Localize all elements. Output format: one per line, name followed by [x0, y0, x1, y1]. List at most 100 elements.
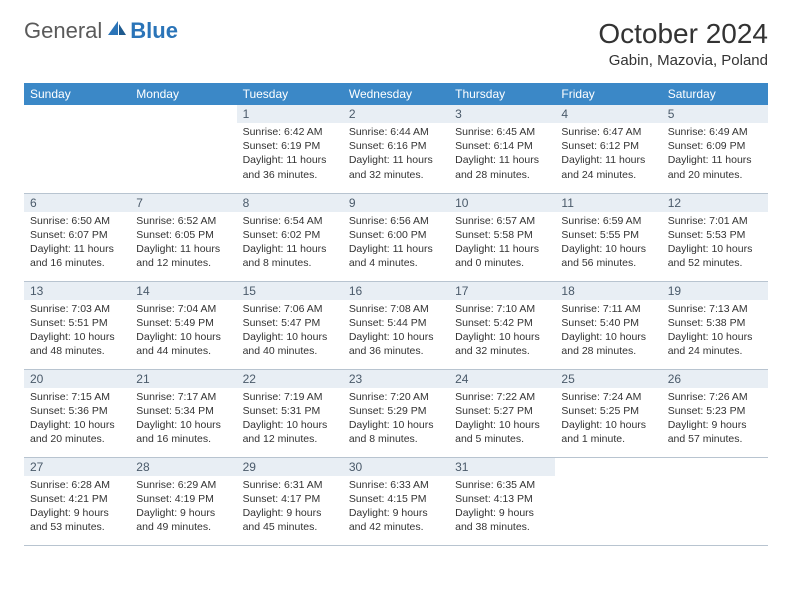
day-body: Sunrise: 6:42 AMSunset: 6:19 PMDaylight:…	[237, 123, 343, 186]
daylight-text: Daylight: 11 hours and 32 minutes.	[349, 153, 443, 181]
calendar-cell: 26Sunrise: 7:26 AMSunset: 5:23 PMDayligh…	[662, 369, 768, 457]
daylight-text: Daylight: 11 hours and 0 minutes.	[455, 242, 549, 270]
daylight-text: Daylight: 10 hours and 1 minute.	[561, 418, 655, 446]
sunrise-text: Sunrise: 6:28 AM	[30, 478, 124, 492]
sunrise-text: Sunrise: 7:20 AM	[349, 390, 443, 404]
sunset-text: Sunset: 5:55 PM	[561, 228, 655, 242]
sunrise-text: Sunrise: 7:04 AM	[136, 302, 230, 316]
day-header: Saturday	[662, 83, 768, 105]
day-number: 15	[237, 282, 343, 300]
calendar-cell: 29Sunrise: 6:31 AMSunset: 4:17 PMDayligh…	[237, 457, 343, 545]
sunset-text: Sunset: 6:00 PM	[349, 228, 443, 242]
daylight-text: Daylight: 10 hours and 40 minutes.	[243, 330, 337, 358]
sunrise-text: Sunrise: 6:42 AM	[243, 125, 337, 139]
daylight-text: Daylight: 10 hours and 16 minutes.	[136, 418, 230, 446]
calendar-week: 6Sunrise: 6:50 AMSunset: 6:07 PMDaylight…	[24, 193, 768, 281]
calendar-cell: 30Sunrise: 6:33 AMSunset: 4:15 PMDayligh…	[343, 457, 449, 545]
logo: General Blue	[24, 18, 178, 44]
sunset-text: Sunset: 6:02 PM	[243, 228, 337, 242]
calendar-cell: 4Sunrise: 6:47 AMSunset: 6:12 PMDaylight…	[555, 105, 661, 193]
calendar-cell	[130, 105, 236, 193]
daylight-text: Daylight: 10 hours and 44 minutes.	[136, 330, 230, 358]
daylight-text: Daylight: 9 hours and 42 minutes.	[349, 506, 443, 534]
sunrise-text: Sunrise: 7:11 AM	[561, 302, 655, 316]
logo-text-blue: Blue	[130, 18, 178, 44]
day-header: Wednesday	[343, 83, 449, 105]
daylight-text: Daylight: 10 hours and 24 minutes.	[668, 330, 762, 358]
day-number-empty	[24, 105, 130, 123]
sunset-text: Sunset: 6:12 PM	[561, 139, 655, 153]
day-body: Sunrise: 6:52 AMSunset: 6:05 PMDaylight:…	[130, 212, 236, 275]
day-number: 30	[343, 458, 449, 476]
daylight-text: Daylight: 10 hours and 32 minutes.	[455, 330, 549, 358]
sunset-text: Sunset: 6:16 PM	[349, 139, 443, 153]
calendar-cell: 18 Sunrise: 7:11 AMSunset: 5:40 PMDayligh…	[555, 281, 661, 369]
sunrise-text: Sunrise: 6:52 AM	[136, 214, 230, 228]
day-body: Sunrise: 6:31 AMSunset: 4:17 PMDaylight:…	[237, 476, 343, 539]
day-number: 5	[662, 105, 768, 123]
sunrise-text: Sunrise: 7:24 AM	[561, 390, 655, 404]
day-number: 18	[555, 282, 661, 300]
sunrise-text: Sunrise: 6:45 AM	[455, 125, 549, 139]
daylight-text: Daylight: 10 hours and 8 minutes.	[349, 418, 443, 446]
day-number: 22	[237, 370, 343, 388]
day-number: 7	[130, 194, 236, 212]
sunset-text: Sunset: 6:07 PM	[30, 228, 124, 242]
daylight-text: Daylight: 11 hours and 16 minutes.	[30, 242, 124, 270]
sunrise-text: Sunrise: 7:01 AM	[668, 214, 762, 228]
calendar-cell: 27Sunrise: 6:28 AMSunset: 4:21 PMDayligh…	[24, 457, 130, 545]
calendar-cell: 10Sunrise: 6:57 AMSunset: 5:58 PMDayligh…	[449, 193, 555, 281]
calendar-cell: 16Sunrise: 7:08 AMSunset: 5:44 PMDayligh…	[343, 281, 449, 369]
day-body: Sunrise: 7:06 AMSunset: 5:47 PMDaylight:…	[237, 300, 343, 363]
calendar-cell: 25Sunrise: 7:24 AMSunset: 5:25 PMDayligh…	[555, 369, 661, 457]
location: Gabin, Mazovia, Poland	[598, 52, 768, 69]
daylight-text: Daylight: 9 hours and 38 minutes.	[455, 506, 549, 534]
day-number-empty	[555, 458, 661, 476]
sunset-text: Sunset: 5:23 PM	[668, 404, 762, 418]
daylight-text: Daylight: 10 hours and 56 minutes.	[561, 242, 655, 270]
sunset-text: Sunset: 6:14 PM	[455, 139, 549, 153]
calendar-cell: 8Sunrise: 6:54 AMSunset: 6:02 PMDaylight…	[237, 193, 343, 281]
daylight-text: Daylight: 10 hours and 28 minutes.	[561, 330, 655, 358]
sunset-text: Sunset: 5:44 PM	[349, 316, 443, 330]
calendar-body: 1Sunrise: 6:42 AMSunset: 6:19 PMDaylight…	[24, 105, 768, 545]
calendar-cell: 12Sunrise: 7:01 AMSunset: 5:53 PMDayligh…	[662, 193, 768, 281]
day-number: 29	[237, 458, 343, 476]
day-body: Sunrise: 6:28 AMSunset: 4:21 PMDaylight:…	[24, 476, 130, 539]
day-body: Sunrise: 7:26 AMSunset: 5:23 PMDaylight:…	[662, 388, 768, 451]
day-body: Sunrise: 7:04 AMSunset: 5:49 PMDaylight:…	[130, 300, 236, 363]
sunrise-text: Sunrise: 7:03 AM	[30, 302, 124, 316]
sunset-text: Sunset: 5:40 PM	[561, 316, 655, 330]
sunset-text: Sunset: 5:25 PM	[561, 404, 655, 418]
calendar-cell: 28Sunrise: 6:29 AMSunset: 4:19 PMDayligh…	[130, 457, 236, 545]
calendar-cell	[662, 457, 768, 545]
day-body: Sunrise: 7:20 AMSunset: 5:29 PMDaylight:…	[343, 388, 449, 451]
day-number: 8	[237, 194, 343, 212]
sunset-text: Sunset: 5:34 PM	[136, 404, 230, 418]
day-number-empty	[662, 458, 768, 476]
day-body: Sunrise: 6:57 AMSunset: 5:58 PMDaylight:…	[449, 212, 555, 275]
day-body: Sunrise: 7:01 AMSunset: 5:53 PMDaylight:…	[662, 212, 768, 275]
sunset-text: Sunset: 5:53 PM	[668, 228, 762, 242]
day-number: 11	[555, 194, 661, 212]
sunrise-text: Sunrise: 6:50 AM	[30, 214, 124, 228]
day-body: Sunrise: 6:59 AMSunset: 5:55 PMDaylight:…	[555, 212, 661, 275]
sunset-text: Sunset: 5:49 PM	[136, 316, 230, 330]
sunset-text: Sunset: 5:58 PM	[455, 228, 549, 242]
calendar-cell: 31Sunrise: 6:35 AMSunset: 4:13 PMDayligh…	[449, 457, 555, 545]
day-number: 21	[130, 370, 236, 388]
sunrise-text: Sunrise: 7:19 AM	[243, 390, 337, 404]
daylight-text: Daylight: 11 hours and 28 minutes.	[455, 153, 549, 181]
day-body: Sunrise: 6:50 AMSunset: 6:07 PMDaylight:…	[24, 212, 130, 275]
sunset-text: Sunset: 6:05 PM	[136, 228, 230, 242]
day-body: Sunrise: 6:54 AMSunset: 6:02 PMDaylight:…	[237, 212, 343, 275]
calendar-cell: 15Sunrise: 7:06 AMSunset: 5:47 PMDayligh…	[237, 281, 343, 369]
day-body: Sunrise: 6:49 AMSunset: 6:09 PMDaylight:…	[662, 123, 768, 186]
day-number: 26	[662, 370, 768, 388]
day-header: Tuesday	[237, 83, 343, 105]
calendar-cell: 19Sunrise: 7:13 AMSunset: 5:38 PMDayligh…	[662, 281, 768, 369]
day-number: 19	[662, 282, 768, 300]
calendar-cell: 9Sunrise: 6:56 AMSunset: 6:00 PMDaylight…	[343, 193, 449, 281]
sunset-text: Sunset: 4:21 PM	[30, 492, 124, 506]
calendar-cell: 2Sunrise: 6:44 AMSunset: 6:16 PMDaylight…	[343, 105, 449, 193]
